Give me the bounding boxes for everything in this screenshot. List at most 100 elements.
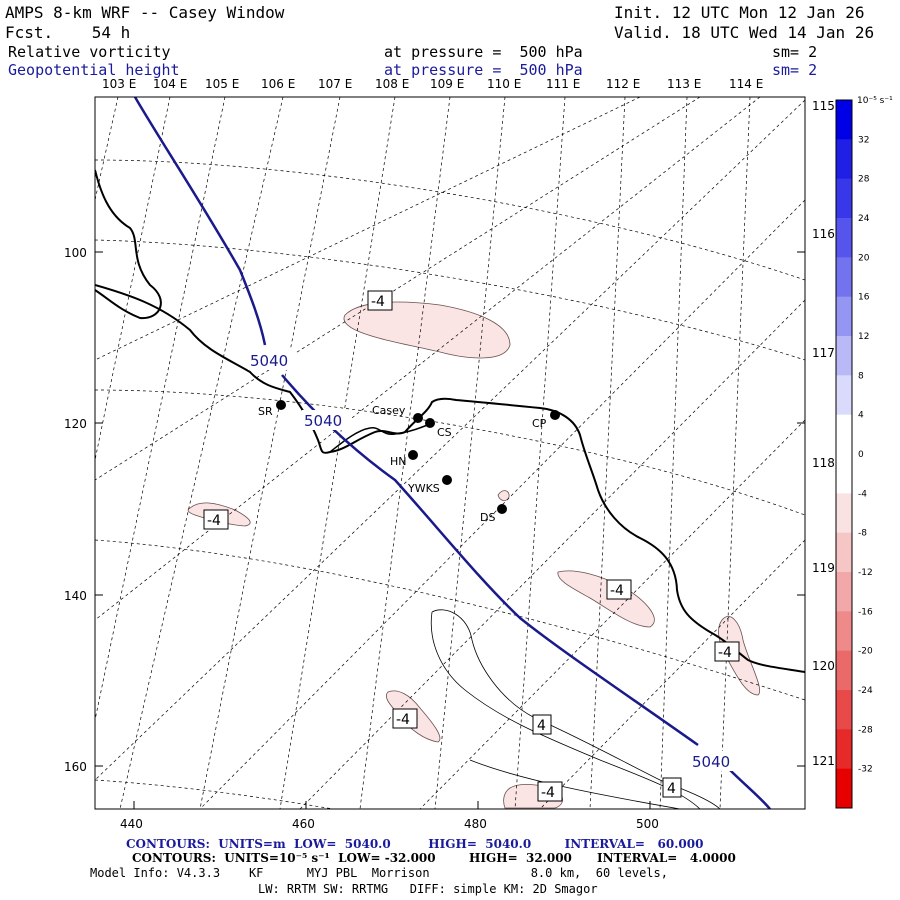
- colorbar-tick-label: 16: [858, 293, 870, 303]
- colorbar-tick-label: -8: [858, 529, 867, 539]
- vorticity-label: -4: [207, 513, 221, 529]
- geopotential-5040-contour: [133, 97, 771, 809]
- colorbar-swatch: [836, 139, 852, 180]
- x-axis: [133, 801, 651, 809]
- y-axis: [95, 251, 805, 767]
- vorticity-label: 4: [537, 718, 546, 734]
- height-label: 5040: [304, 412, 342, 430]
- lon-label: 104 E: [153, 77, 187, 91]
- station-labels: SR Casey CS CP HN YWKS DS: [258, 404, 547, 524]
- colorbar-tick-label: -20: [858, 647, 873, 657]
- colorbar-tick-label: 32: [858, 135, 869, 145]
- lon-label: 114 E: [729, 77, 763, 91]
- field1-smoothing: sm= 2: [772, 43, 818, 61]
- lon-label: 112 E: [606, 77, 640, 91]
- plot-frame: [94, 96, 806, 810]
- x-axis-labels: 440 460 480 500: [120, 817, 659, 831]
- latlon-grid: [95, 97, 805, 809]
- station-label: CS: [437, 426, 452, 439]
- y-tick-label: 140: [64, 589, 87, 603]
- map-title: AMPS 8-km WRF -- Casey Window: [5, 3, 285, 22]
- colorbar-swatch: [836, 690, 852, 730]
- colorbar-frame: [835, 99, 853, 809]
- footer-model-info: Model Info: V4.3.3 KF MYJ PBL Morrison 8…: [90, 866, 668, 880]
- lon-label: 109 E: [430, 77, 464, 91]
- vorticity-shading: [187, 301, 760, 809]
- colorbar-swatch: [836, 650, 852, 691]
- y-axis-labels: 100 120 140 160: [64, 246, 87, 774]
- field2-level: at pressure = 500 hPa: [384, 61, 583, 79]
- lon-label: 105 E: [205, 77, 239, 91]
- y-tick-label: 120: [64, 417, 87, 431]
- station-label: CP: [532, 417, 547, 430]
- height-labels: 5040 5040 5040: [248, 350, 738, 771]
- lon-label: 110 E: [487, 77, 521, 91]
- colorbar-swatch: [836, 218, 852, 258]
- vorticity-label: -4: [541, 785, 555, 801]
- colorbar-swatch: [836, 729, 852, 770]
- colorbar-tick-label: 12: [858, 332, 869, 342]
- colorbar-tick-label: -28: [858, 725, 873, 735]
- colorbar-swatch: [836, 768, 852, 809]
- colorbar-tick-label: 0: [858, 450, 864, 460]
- station-markers: [276, 400, 560, 514]
- station-label: YWKS: [407, 482, 440, 495]
- colorbar-swatch: [836, 454, 852, 494]
- island-coast: [329, 423, 431, 453]
- colorbar-swatch: [836, 532, 852, 573]
- colorbar-tick-label: -24: [858, 686, 873, 696]
- field1-level: at pressure = 500 hPa: [384, 43, 583, 61]
- station-label: HN: [390, 455, 407, 468]
- x-tick-label: 460: [292, 817, 315, 831]
- y-tick-label: 160: [64, 760, 87, 774]
- top-longitude-labels: 103 E 104 E 105 E 106 E 107 E 108 E 109 …: [102, 77, 763, 91]
- colorbar-swatch: [836, 100, 852, 140]
- lon-label: 113 E: [667, 77, 701, 91]
- height-label: 5040: [250, 352, 288, 370]
- colorbar-tick-label: -12: [858, 568, 873, 578]
- colorbar-tick-label: 8: [858, 371, 864, 381]
- vorticity-label: 4: [667, 781, 676, 797]
- colorbar-swatch: [836, 493, 852, 534]
- footer-height-contours: CONTOURS: UNITS=m LOW= 5040.0 HIGH= 5040…: [126, 837, 704, 851]
- station-label: SR: [258, 405, 273, 418]
- lon-label: 106 E: [261, 77, 295, 91]
- vorticity-label: -4: [718, 645, 732, 661]
- colorbar-swatch: [836, 257, 852, 298]
- vorticity-label: -4: [371, 294, 385, 310]
- colorbar-tick-label: -16: [858, 607, 873, 617]
- lon-label: 111 E: [546, 77, 580, 91]
- colorbar-tick-label: 24: [858, 214, 870, 224]
- vorticity-labels: -4 -4 -4 -4 -4 -4 4 4: [203, 290, 740, 802]
- lon-label: 103 E: [102, 77, 136, 91]
- colorbar: 32 28 24 20 16 12 8 4 0 -4 -8 -12 -16 -20 -24 -28 -32: [835, 99, 873, 809]
- x-tick-label: 440: [120, 817, 143, 831]
- field2-name: Geopotential height: [8, 61, 180, 79]
- colorbar-swatch: [836, 296, 852, 337]
- vorticity-label: -4: [610, 583, 624, 599]
- vorticity-label: -4: [396, 712, 410, 728]
- colorbar-tick-label: 20: [858, 253, 870, 263]
- station-label: Casey: [372, 404, 406, 417]
- lon-label: 108 E: [375, 77, 409, 91]
- colorbar-swatch: [836, 414, 852, 455]
- colorbar-tick-label: -32: [858, 765, 873, 775]
- coastline: [95, 169, 805, 673]
- colorbar-swatch: [836, 375, 852, 416]
- colorbar-swatch: [836, 611, 852, 652]
- lon-label: 107 E: [318, 77, 352, 91]
- colorbar-tick-label: -4: [858, 489, 867, 499]
- valid-time: Valid. 18 UTC Wed 14 Jan 26: [614, 23, 875, 42]
- y-tick-label: 100: [64, 246, 87, 260]
- colorbar-units: 10⁻⁵ s⁻¹: [857, 96, 893, 106]
- colorbar-swatch: [836, 178, 852, 219]
- station-label: DS: [480, 511, 495, 524]
- colorbar-tick-label: 4: [858, 411, 864, 421]
- field1-name: Relative vorticity: [8, 43, 171, 61]
- colorbar-swatch: [836, 336, 852, 376]
- footer-vorticity-contours: CONTOURS: UNITS=10⁻⁵ s⁻¹ LOW= -32.000 HI…: [132, 851, 736, 865]
- forecast-hour: Fcst. 54 h: [5, 23, 131, 42]
- height-label: 5040: [692, 753, 730, 771]
- footer-physics-info: LW: RRTM SW: RRTMG DIFF: simple KM: 2D S…: [258, 882, 598, 896]
